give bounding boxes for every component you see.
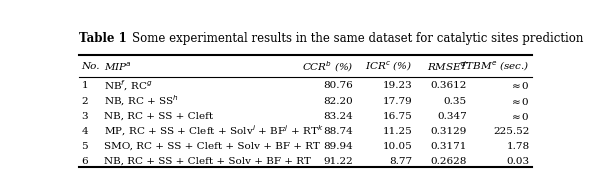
- Text: 1.78: 1.78: [507, 142, 530, 151]
- Text: 82.20: 82.20: [324, 96, 353, 105]
- Text: 10.05: 10.05: [383, 142, 412, 151]
- Text: $\approx$0: $\approx$0: [509, 96, 530, 107]
- Text: 0.3612: 0.3612: [430, 81, 467, 91]
- Text: 89.94: 89.94: [324, 142, 353, 151]
- Text: No.: No.: [82, 62, 100, 71]
- Text: 83.24: 83.24: [324, 112, 353, 121]
- Text: 11.25: 11.25: [383, 127, 412, 136]
- Text: NB$^f$, RC$^g$: NB$^f$, RC$^g$: [104, 79, 153, 93]
- Text: 88.74: 88.74: [324, 127, 353, 136]
- Text: NB, RC + SS$^h$: NB, RC + SS$^h$: [104, 94, 179, 108]
- Text: MIP$^a$: MIP$^a$: [104, 60, 132, 73]
- Text: 8.77: 8.77: [389, 157, 412, 166]
- Text: 19.23: 19.23: [383, 81, 412, 91]
- Text: 80.76: 80.76: [324, 81, 353, 91]
- Text: NB, RC + SS + Cleft + Solv + BF + RT: NB, RC + SS + Cleft + Solv + BF + RT: [104, 157, 311, 166]
- Text: CCR$^b$ (%): CCR$^b$ (%): [302, 59, 353, 74]
- Text: 0.2628: 0.2628: [430, 157, 467, 166]
- Text: 5: 5: [82, 142, 88, 151]
- Text: 0.35: 0.35: [443, 96, 467, 105]
- Text: 2: 2: [82, 96, 88, 105]
- Text: 0.3129: 0.3129: [430, 127, 467, 136]
- Text: ICR$^c$ (%): ICR$^c$ (%): [365, 60, 412, 73]
- Text: 0.03: 0.03: [507, 157, 530, 166]
- Text: 4: 4: [82, 127, 88, 136]
- Text: 17.79: 17.79: [383, 96, 412, 105]
- Text: RMSE$^d$: RMSE$^d$: [427, 59, 467, 73]
- Text: SMO, RC + SS + Cleft + Solv + BF + RT: SMO, RC + SS + Cleft + Solv + BF + RT: [104, 142, 320, 151]
- Text: Table 1: Table 1: [79, 32, 127, 45]
- Text: Some experimental results in the same dataset for catalytic sites prediction: Some experimental results in the same da…: [132, 32, 583, 45]
- Text: 3: 3: [82, 112, 88, 121]
- Text: 0.3171: 0.3171: [430, 142, 467, 151]
- Text: 6: 6: [82, 157, 88, 166]
- Text: 16.75: 16.75: [383, 112, 412, 121]
- Text: MP, RC + SS + Cleft + Solv$^i$ + BF$^j$ + RT$^k$: MP, RC + SS + Cleft + Solv$^i$ + BF$^j$ …: [104, 124, 324, 138]
- Text: 225.52: 225.52: [493, 127, 530, 136]
- Text: 1: 1: [82, 81, 88, 91]
- Text: NB, RC + SS + Cleft: NB, RC + SS + Cleft: [104, 112, 213, 121]
- Text: $\approx$0: $\approx$0: [509, 80, 530, 91]
- Text: 91.22: 91.22: [324, 157, 353, 166]
- Text: 0.347: 0.347: [437, 112, 467, 121]
- Text: $\approx$0: $\approx$0: [509, 111, 530, 122]
- Text: TTBM$^e$ (sec.): TTBM$^e$ (sec.): [460, 60, 530, 73]
